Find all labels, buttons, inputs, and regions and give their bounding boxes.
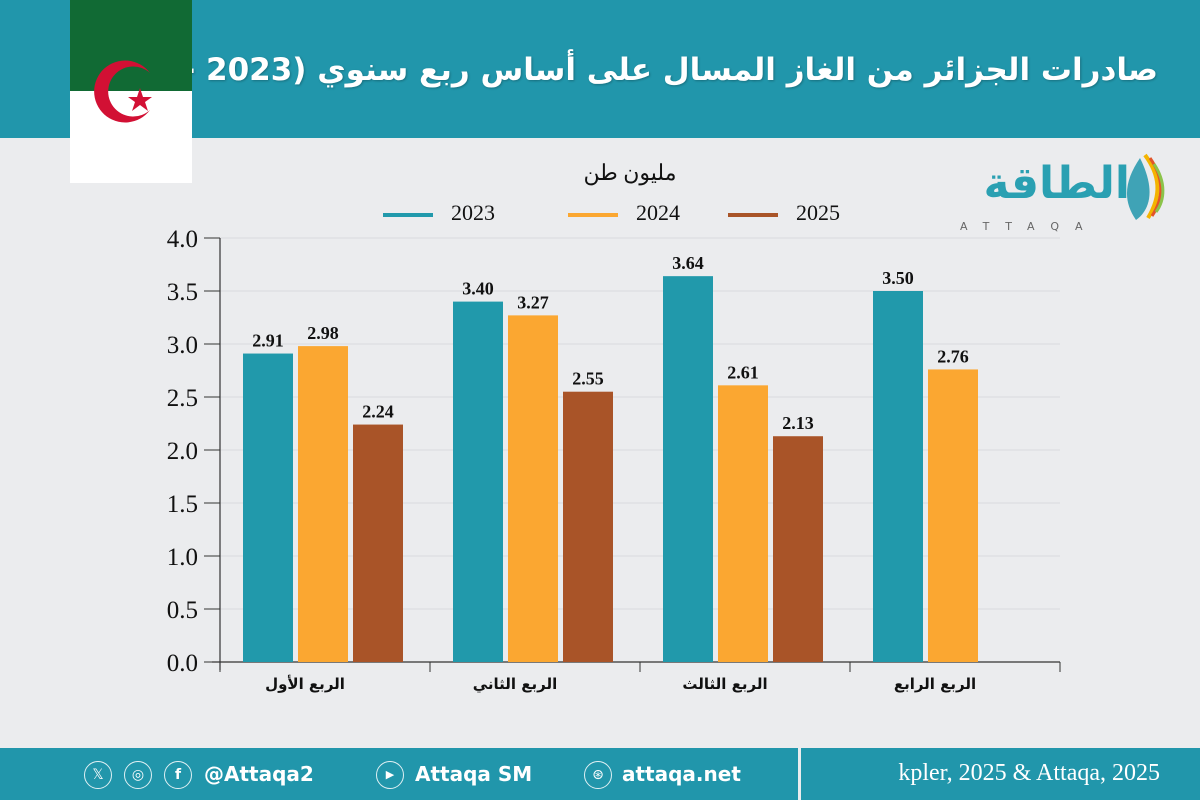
logo-arabic-text: الطاقة	[983, 158, 1130, 209]
legend-swatch-2023	[383, 212, 433, 217]
attaqa-logo: الطاقة ATTAQA	[950, 150, 1170, 240]
youtube-icon[interactable]: ▶	[376, 761, 404, 789]
legend-label-2024: 2024	[636, 200, 680, 225]
y-tick-label: 0.0	[167, 650, 198, 677]
social-handle-link[interactable]: @Attaqa2	[204, 762, 314, 786]
bar-2023	[663, 276, 713, 662]
x-icon[interactable]: 𝕏	[84, 761, 112, 789]
bar-2025	[563, 391, 613, 662]
legend-swatch-2025	[728, 212, 778, 217]
instagram-icon[interactable]: ◎	[124, 761, 152, 789]
data-label: 3.50	[882, 268, 914, 288]
bar-2025	[773, 436, 823, 662]
bar-2023	[453, 301, 503, 662]
legend-item-2024: 2024	[568, 200, 680, 226]
facebook-icon[interactable]: f	[164, 761, 192, 789]
data-label: 2.61	[727, 362, 759, 382]
data-label: 2.55	[572, 369, 604, 389]
bar-2024	[718, 385, 768, 662]
youtube-link[interactable]: Attaqa SM	[415, 762, 533, 786]
footer-divider	[798, 748, 801, 800]
y-tick-label: 0.5	[167, 597, 198, 624]
data-label: 3.64	[672, 253, 704, 273]
bar-2025	[353, 424, 403, 662]
y-tick-label: 1.5	[167, 491, 198, 518]
header-bar: صادرات الجزائر من الغاز المسال على أساس …	[0, 0, 1200, 138]
y-tick-label: 1.0	[167, 544, 198, 571]
logo-latin-text: ATTAQA	[960, 220, 1099, 233]
bar-2024	[508, 315, 558, 662]
y-tick-label: 3.5	[167, 279, 198, 306]
algeria-flag-icon	[70, 0, 192, 183]
data-label: 2.98	[307, 323, 339, 343]
y-tick-label: 3.0	[167, 332, 198, 359]
source-text: kpler, 2025 & Attaqa, 2025	[898, 760, 1160, 786]
y-tick-label: 2.5	[167, 385, 198, 412]
bar-2023	[873, 291, 923, 662]
data-label: 3.40	[462, 279, 494, 299]
y-axis-unit-label: مليون طن	[583, 160, 677, 185]
x-category-label: الربع الرابع	[894, 675, 976, 693]
legend-label-2025: 2025	[796, 200, 840, 225]
bar-2024	[928, 369, 978, 662]
legend-swatch-2024	[568, 212, 618, 217]
x-category-label: الربع الثاني	[473, 675, 558, 693]
data-label: 2.91	[252, 331, 284, 351]
website-link[interactable]: attaqa.net	[622, 762, 741, 786]
globe-icon[interactable]: ⊛	[584, 761, 612, 789]
data-label: 2.13	[782, 413, 814, 433]
x-category-label: الربع الثالث	[682, 675, 767, 693]
data-label: 3.27	[517, 292, 549, 312]
data-label: 2.76	[937, 346, 969, 366]
y-tick-label: 2.0	[167, 438, 198, 465]
bar-2024	[298, 346, 348, 662]
legend-label-2023: 2023	[451, 200, 495, 225]
data-label: 2.24	[362, 402, 394, 422]
x-category-label: الربع الأول	[265, 675, 345, 693]
bar-chart: 0.0 0.5 1.0 1.5 2.0 2.5 3.0 3.5 4.0 2.91 2.98 2.24 ا…	[167, 226, 1061, 693]
bar-2023	[243, 353, 293, 662]
legend-item-2023: 2023	[383, 200, 495, 226]
y-tick-label: 4.0	[167, 226, 198, 253]
legend-item-2025: 2025	[728, 200, 840, 226]
